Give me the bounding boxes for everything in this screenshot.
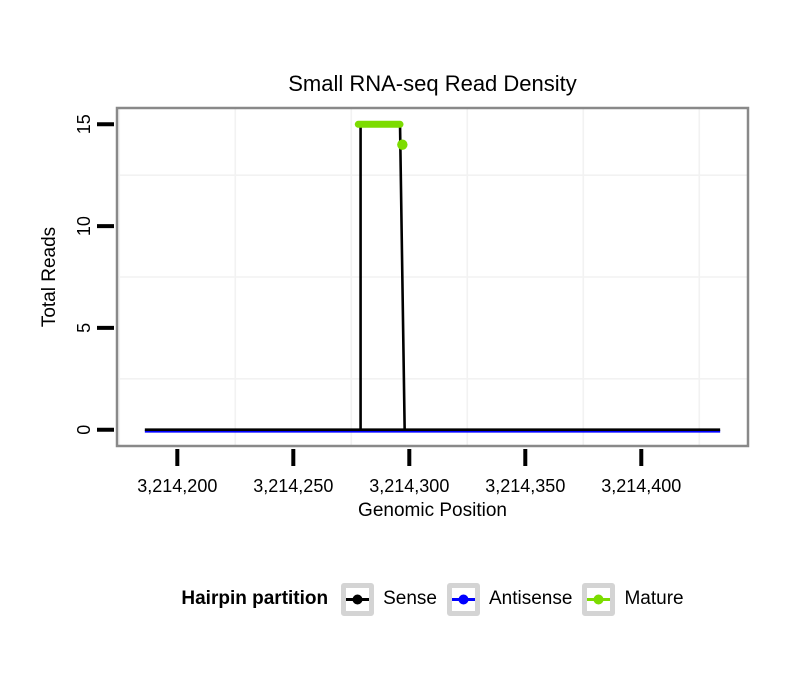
- x-tick-label: 3,214,250: [253, 476, 333, 496]
- legend-title: Hairpin partition: [181, 588, 329, 609]
- legend-key-antisense: [447, 582, 480, 616]
- x-tick-label: 3,214,200: [137, 476, 217, 496]
- y-tick-label: 10: [74, 216, 94, 236]
- legend-item-sense: Sense: [341, 582, 437, 616]
- legend-item-label: Mature: [624, 588, 684, 609]
- y-tick-label: 5: [74, 323, 94, 333]
- y-axis-title: Total Reads: [39, 226, 60, 328]
- legend-key-glyph-icon: [452, 594, 475, 604]
- legend-key-mature: [582, 582, 616, 616]
- x-tick-label: 3,214,400: [601, 476, 681, 496]
- legend-item-mature: Mature: [582, 582, 684, 616]
- series-mature-point: [397, 139, 408, 150]
- y-tick-label: 15: [74, 114, 94, 134]
- legend-key-glyph-icon: [587, 594, 611, 604]
- legend-item-antisense: Antisense: [447, 582, 573, 616]
- chart-title: Small RNA-seq Read Density: [288, 71, 577, 96]
- x-tick-label: 3,214,300: [369, 476, 449, 496]
- legend: Hairpin partition Sense Antisense: [117, 581, 748, 617]
- legend-item-label: Antisense: [489, 588, 573, 609]
- x-tick-label: 3,214,350: [485, 476, 565, 496]
- legend-key-glyph-icon: [346, 594, 370, 604]
- y-tick-label: 0: [74, 425, 94, 435]
- x-axis-title: Genomic Position: [358, 500, 507, 521]
- series-layer: [144, 120, 721, 433]
- panel-border: [115, 106, 750, 448]
- legend-key-sense: [341, 582, 375, 616]
- legend-item-label: Sense: [383, 588, 437, 609]
